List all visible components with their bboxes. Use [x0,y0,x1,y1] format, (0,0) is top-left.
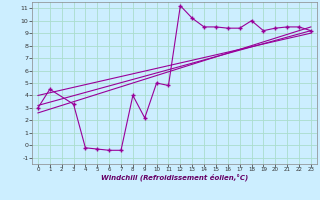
X-axis label: Windchill (Refroidissement éolien,°C): Windchill (Refroidissement éolien,°C) [101,174,248,181]
